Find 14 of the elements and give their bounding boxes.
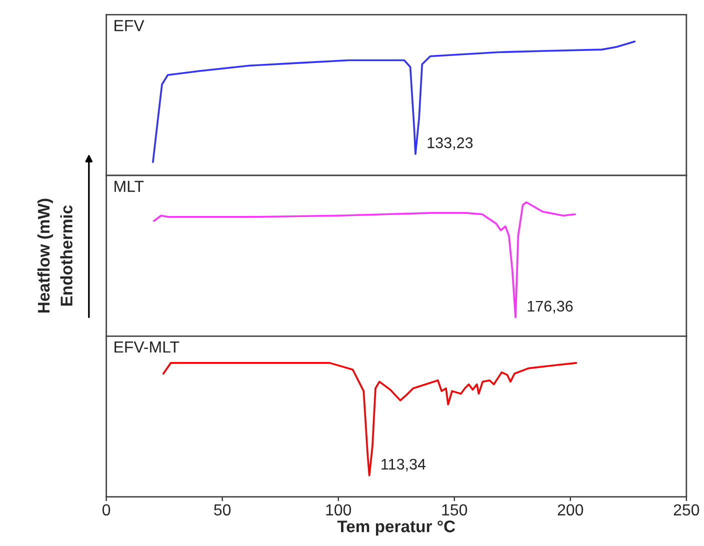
x-tick-label: 50	[214, 504, 231, 516]
x-tick-label: 100	[326, 504, 352, 516]
series-label: EFV-MLT	[114, 342, 180, 353]
x-tick-label: 200	[558, 504, 584, 516]
annotation: 113,34	[382, 458, 426, 472]
x-tick-label: 250	[674, 504, 700, 516]
x-axis-title: Tem peratur °C	[337, 520, 456, 536]
text: EFV	[114, 20, 144, 32]
series-label: MLT	[114, 180, 144, 192]
x-tick-label: 150	[442, 504, 468, 516]
annotation: 176,36	[528, 300, 573, 314]
annotation: 133,23	[428, 137, 473, 150]
x-tick-label: 0	[102, 504, 110, 516]
y-axis-title: Heatflow (mW) Endothermic	[37, 198, 72, 313]
